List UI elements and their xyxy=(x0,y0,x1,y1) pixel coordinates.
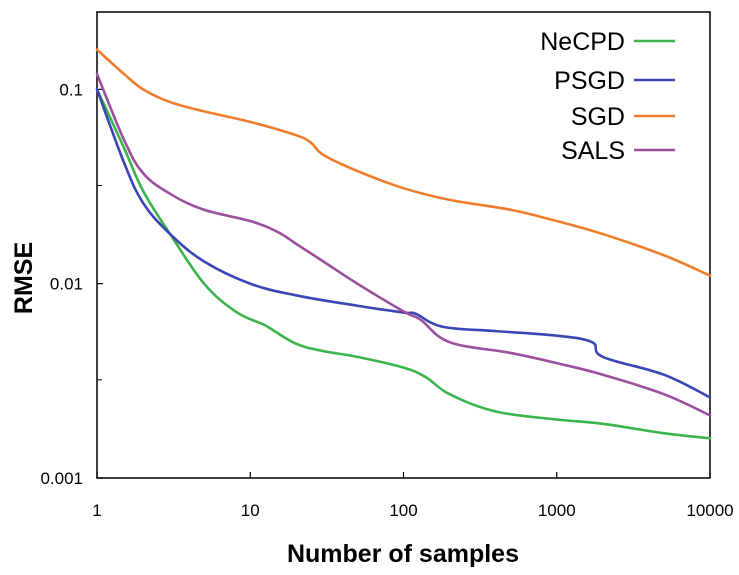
series-line-sals xyxy=(95,72,712,417)
y-tick-label: 0.001 xyxy=(40,469,83,488)
legend: NeCPD PSGD SGD SALS xyxy=(540,28,675,165)
legend-label-psgd: PSGD xyxy=(554,67,625,95)
x-tick-label: 10000 xyxy=(686,501,733,520)
y-tick-label: 0.1 xyxy=(59,80,83,99)
y-tick-label: 0.01 xyxy=(50,275,83,294)
legend-label-necpd: NeCPD xyxy=(540,28,625,56)
axis-ticks: 1 10 100 1000 10000 0.001 0.01 0.1 xyxy=(40,80,733,520)
x-axis-title: Number of samples xyxy=(287,540,519,568)
legend-label-sgd: SGD xyxy=(571,103,625,131)
series-lines xyxy=(95,48,712,440)
y-axis-title: RMSE xyxy=(10,242,38,314)
series-line-psgd xyxy=(95,88,712,399)
x-tick-label: 10 xyxy=(241,501,260,520)
x-tick-label: 100 xyxy=(389,501,417,520)
series-line-sgd xyxy=(95,48,712,277)
legend-label-sals: SALS xyxy=(561,137,625,165)
x-tick-label: 1 xyxy=(92,501,101,520)
x-tick-label: 1000 xyxy=(538,501,576,520)
